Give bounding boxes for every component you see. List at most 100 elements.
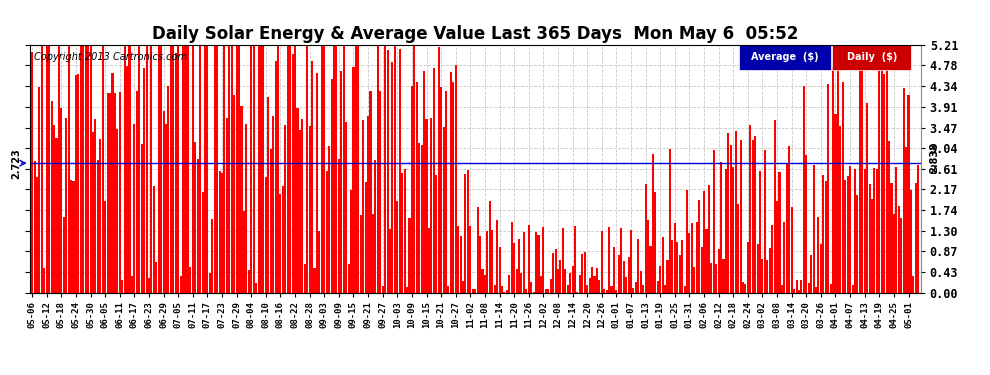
Bar — [764, 150, 766, 292]
Bar — [849, 166, 851, 292]
Bar — [236, 45, 238, 292]
Bar — [486, 231, 488, 292]
Bar — [389, 229, 391, 292]
Bar — [224, 45, 226, 292]
Bar — [174, 53, 177, 292]
Bar — [793, 289, 795, 292]
Bar — [788, 146, 790, 292]
Bar — [908, 94, 910, 292]
Bar — [289, 45, 291, 292]
Bar — [549, 279, 551, 292]
Bar — [279, 194, 281, 292]
Text: Copyright 2013 Cartronics.com: Copyright 2013 Cartronics.com — [34, 53, 187, 62]
Bar — [321, 45, 323, 292]
Bar — [647, 220, 649, 292]
Bar — [691, 223, 693, 292]
Bar — [696, 222, 698, 292]
Bar — [633, 288, 635, 292]
Bar — [781, 285, 783, 292]
Bar — [264, 177, 267, 292]
Bar — [501, 286, 503, 292]
Bar — [352, 67, 354, 292]
Bar — [396, 201, 398, 292]
Bar — [913, 276, 915, 292]
Bar — [596, 268, 598, 292]
Bar — [518, 239, 520, 292]
Bar — [686, 190, 688, 292]
Bar — [666, 261, 668, 292]
Bar — [189, 267, 191, 292]
Bar — [36, 177, 38, 292]
Bar — [589, 278, 591, 292]
Bar — [129, 45, 131, 292]
Bar — [146, 45, 148, 292]
Bar — [46, 45, 48, 292]
Bar — [601, 231, 603, 292]
Bar — [134, 124, 136, 292]
Bar — [917, 165, 920, 292]
Bar — [316, 73, 318, 292]
Bar — [53, 125, 55, 292]
Bar — [840, 126, 842, 292]
Bar — [382, 286, 384, 292]
Bar — [566, 285, 568, 292]
Bar — [710, 263, 713, 292]
Bar — [116, 129, 119, 292]
Bar — [800, 280, 803, 292]
Bar — [234, 95, 236, 292]
Bar — [144, 68, 146, 292]
Bar — [459, 236, 461, 292]
Bar — [491, 230, 493, 292]
Bar — [625, 276, 628, 292]
Bar — [569, 273, 571, 292]
Bar — [401, 173, 403, 292]
Bar — [172, 45, 174, 292]
Bar — [651, 154, 654, 292]
Bar — [377, 45, 379, 292]
Bar — [481, 268, 483, 292]
Bar — [895, 167, 897, 292]
Bar — [41, 45, 43, 292]
Text: Daily  ($): Daily ($) — [846, 53, 897, 62]
Bar — [82, 45, 84, 292]
Bar — [211, 219, 213, 292]
Bar — [683, 286, 686, 292]
Bar — [209, 273, 211, 292]
Bar — [60, 108, 62, 292]
Bar — [733, 166, 735, 292]
Bar — [155, 262, 157, 292]
Bar — [411, 86, 413, 292]
Bar — [858, 45, 861, 292]
Bar — [426, 118, 428, 292]
Bar — [99, 139, 101, 292]
Bar — [554, 249, 556, 292]
Bar — [910, 190, 912, 292]
Bar — [846, 176, 848, 292]
Bar — [421, 145, 423, 292]
Bar — [462, 281, 464, 292]
Bar — [206, 45, 209, 292]
Bar — [786, 163, 788, 292]
Bar — [454, 65, 456, 292]
Bar — [796, 280, 798, 292]
Bar — [730, 145, 732, 292]
Bar — [746, 242, 748, 292]
Bar — [823, 175, 825, 292]
Bar — [715, 264, 717, 292]
Bar — [97, 160, 99, 292]
Bar — [915, 183, 917, 292]
Bar — [252, 45, 254, 292]
Bar — [591, 267, 593, 292]
Bar — [294, 45, 296, 292]
Bar — [241, 106, 243, 292]
Bar — [813, 165, 815, 292]
Bar — [544, 289, 546, 292]
Bar — [825, 181, 827, 292]
Bar — [267, 97, 269, 292]
Bar — [620, 228, 623, 292]
Bar — [618, 255, 620, 292]
Bar — [226, 118, 228, 292]
Bar — [347, 264, 349, 292]
Bar — [835, 114, 837, 292]
Bar — [75, 75, 77, 292]
